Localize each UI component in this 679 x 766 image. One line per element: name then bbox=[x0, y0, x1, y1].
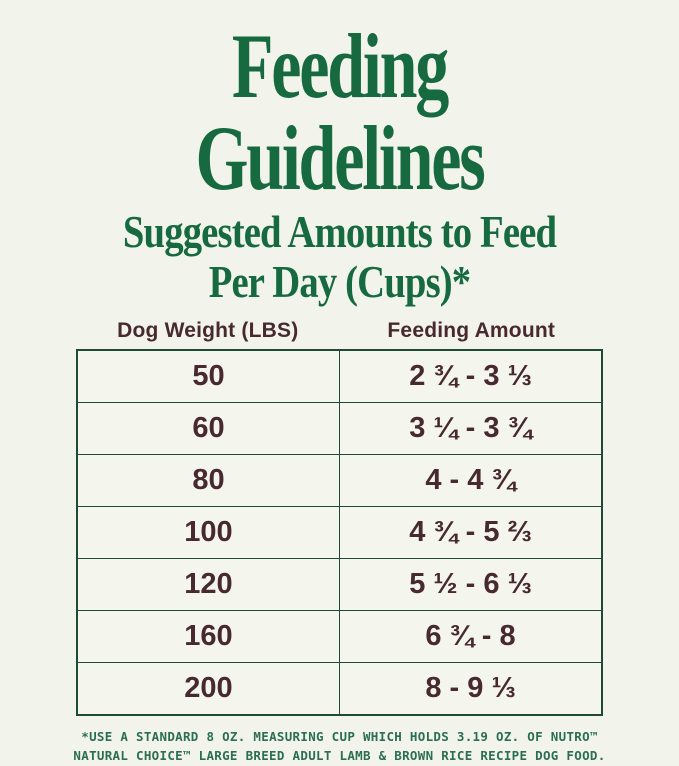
dog-weight-value: 120 bbox=[78, 559, 340, 610]
feeding-guidelines-panel: Feeding Guidelines Suggested Amounts to … bbox=[0, 15, 679, 763]
dog-weight-value: 60 bbox=[78, 403, 340, 454]
feeding-amount-value: 8 - 9 ⅓ bbox=[425, 672, 516, 704]
feeding-amount-value: 4 ¾ - 5 ⅔ bbox=[409, 516, 532, 548]
footnote: *USE A STANDARD 8 OZ. MEASURING CUP WHIC… bbox=[0, 728, 679, 766]
feeding-table: 50 2 ¾ - 3 ⅓ 60 3 ¼ - 3 ¾ 80 4 - 4 ¾ 100… bbox=[76, 349, 603, 716]
table-row: 160 6 ¾ - 8 bbox=[78, 610, 601, 662]
table-column-headers: Dog Weight (LBS) Feeding Amount bbox=[76, 319, 603, 343]
table-row: 60 3 ¼ - 3 ¾ bbox=[78, 402, 601, 454]
table-row: 200 8 - 9 ⅓ bbox=[78, 662, 601, 714]
feeding-amount-value: 2 ¾ - 3 ⅓ bbox=[409, 360, 532, 392]
page-title: Feeding Guidelines bbox=[195, 15, 485, 209]
footnote-line-2: NATURAL CHOICE™ LARGE BREED ADULT LAMB &… bbox=[73, 747, 606, 763]
subtitle-line-2: Per Day (Cups)* bbox=[208, 256, 471, 307]
table-row: 100 4 ¾ - 5 ⅔ bbox=[78, 506, 601, 558]
dog-weight-value: 50 bbox=[78, 351, 340, 402]
table-row: 80 4 - 4 ¾ bbox=[78, 454, 601, 506]
dog-weight-value: 100 bbox=[78, 507, 340, 558]
footnote-line-1: *USE A STANDARD 8 OZ. MEASURING CUP WHIC… bbox=[81, 729, 598, 744]
feeding-amount-value: 6 ¾ - 8 bbox=[425, 620, 516, 652]
column-header-feeding-amount: Feeding Amount bbox=[387, 319, 556, 342]
table-row: 50 2 ¾ - 3 ⅓ bbox=[78, 351, 601, 402]
feeding-amount-value: 4 - 4 ¾ bbox=[425, 464, 516, 496]
page-subtitle: Suggested Amounts to Feed Per Day (Cups)* bbox=[48, 207, 632, 307]
table-row: 120 5 ½ - 6 ⅓ bbox=[78, 558, 601, 610]
column-header-dog-weight: Dog Weight (LBS) bbox=[117, 319, 299, 342]
dog-weight-value: 80 bbox=[78, 455, 340, 506]
feeding-amount-value: 3 ¼ - 3 ¾ bbox=[409, 412, 532, 444]
dog-weight-value: 160 bbox=[78, 611, 340, 662]
dog-weight-value: 200 bbox=[78, 663, 340, 714]
subtitle-line-1: Suggested Amounts to Feed bbox=[122, 207, 557, 257]
feeding-amount-value: 5 ½ - 6 ⅓ bbox=[409, 568, 532, 600]
